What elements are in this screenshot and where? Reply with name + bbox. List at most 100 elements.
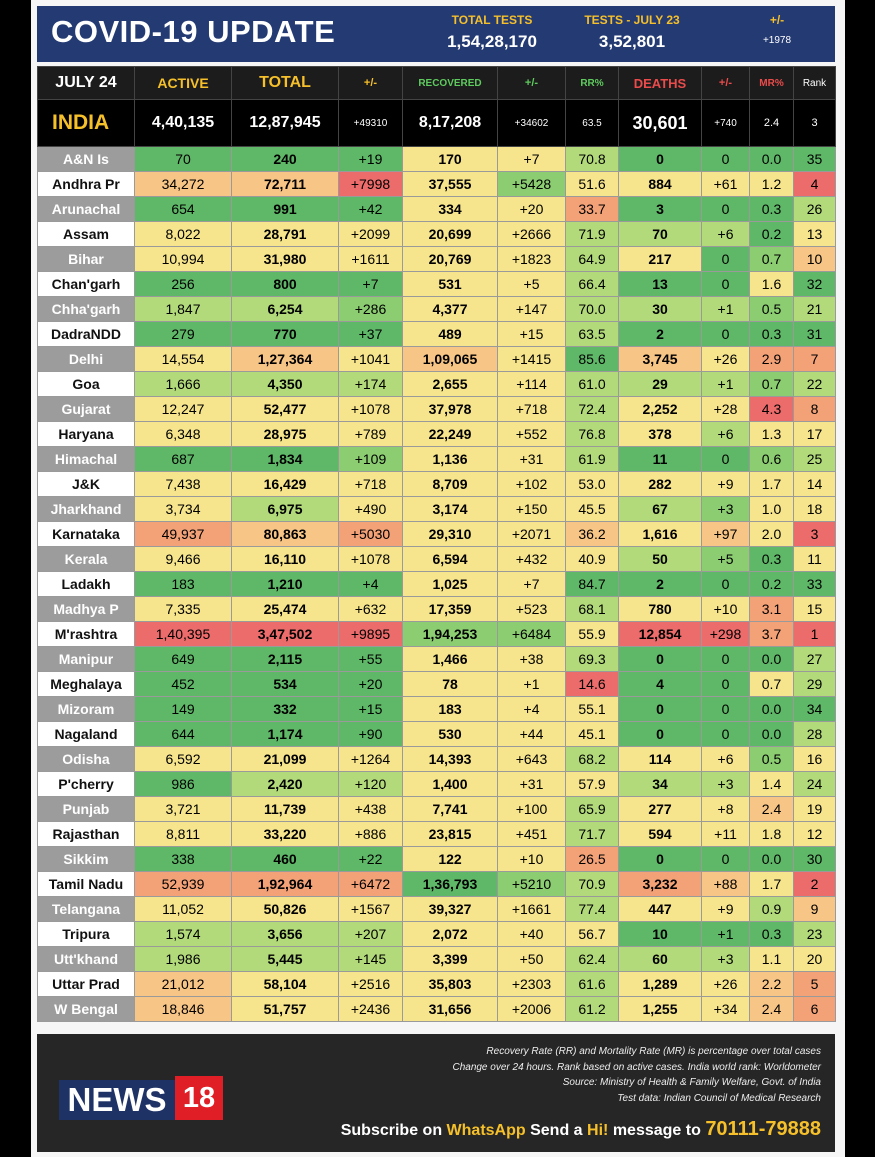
recovered-change-cell: +150 [497, 496, 566, 522]
rr-cell: 68.1 [565, 596, 619, 622]
total-cell: 770 [231, 321, 339, 347]
recovered-change-cell: +2303 [497, 971, 566, 997]
active-cell: 1,574 [134, 921, 232, 947]
footnote: Recovery Rate (RR) and Mortality Rate (M… [486, 1046, 821, 1057]
recovered-cell: 122 [402, 846, 498, 872]
rr-cell: 72.4 [565, 396, 619, 422]
tests-change-stat: +/- +1978 [747, 13, 807, 46]
recovered-cell: 170 [402, 146, 498, 172]
table-row: A&N Is 70 240 +19 170 +7 70.8 0 0 0.0 35 [37, 146, 836, 172]
state-name: Chan'garh [37, 271, 135, 297]
rr-cell: 45.5 [565, 496, 619, 522]
active-cell: 649 [134, 646, 232, 672]
recovered-change-cell: +1 [497, 671, 566, 697]
deaths-cell: 594 [618, 821, 702, 847]
whatsapp-link[interactable]: WhatsApp [446, 1122, 526, 1139]
rank-header: Rank [793, 66, 836, 100]
rr-cell: 85.6 [565, 346, 619, 372]
table-row: Assam 8,022 28,791 +2099 20,699 +2666 71.9 70 +6… [37, 221, 836, 247]
mr-cell: 3.1 [749, 596, 794, 622]
mr-cell: 1.4 [749, 771, 794, 797]
deaths-change-cell: +61 [701, 171, 750, 197]
state-name: Haryana [37, 421, 135, 447]
deaths-change-cell: 0 [701, 571, 750, 597]
total-cell: 1,174 [231, 721, 339, 747]
total-tests-label: TOTAL TESTS [451, 13, 533, 27]
recovered-change-cell: +2071 [497, 521, 566, 547]
deaths-cell: 0 [618, 846, 702, 872]
deaths-cell: 2 [618, 321, 702, 347]
phone-number[interactable]: 70111-79888 [705, 1118, 821, 1140]
state-name: Utt'khand [37, 946, 135, 972]
india-mr: 2.4 [749, 99, 794, 147]
state-name: Tamil Nadu [37, 871, 135, 897]
state-name: Chha'garh [37, 296, 135, 322]
total-cell: 534 [231, 671, 339, 697]
news18-logo: NEWS 18 [59, 1076, 223, 1122]
rank-cell: 7 [793, 346, 836, 372]
table-row: Tripura 1,574 3,656 +207 2,072 +40 56.7 10 +1 0.3… [37, 921, 836, 947]
total-change-cell: +55 [338, 646, 403, 672]
total-cell: 80,863 [231, 521, 339, 547]
rr-cell: 56.7 [565, 921, 619, 947]
mr-cell: 2.0 [749, 521, 794, 547]
subscribe-word: Hi! [587, 1122, 609, 1139]
deaths-cell: 0 [618, 721, 702, 747]
total-change-cell: +1611 [338, 246, 403, 272]
recovered-change-cell: +718 [497, 396, 566, 422]
rr-cell: 76.8 [565, 421, 619, 447]
table-row: Sikkim 338 460 +22 122 +10 26.5 0 0 0.0 30 [37, 846, 836, 872]
header-banner: COVID-19 UPDATE TOTAL TESTS 1,54,28,170 … [37, 6, 835, 62]
deaths-change-cell: 0 [701, 671, 750, 697]
deaths-cell: 67 [618, 496, 702, 522]
recovered-change-cell: +2666 [497, 221, 566, 247]
total-cell: 2,420 [231, 771, 339, 797]
recovered-cell: 14,393 [402, 746, 498, 772]
total-cell: 332 [231, 696, 339, 722]
total-cell: 28,975 [231, 421, 339, 447]
total-cell: 52,477 [231, 396, 339, 422]
state-name: Madhya P [37, 596, 135, 622]
total-tests-value: 1,54,28,170 [447, 32, 537, 51]
recovered-cell: 3,399 [402, 946, 498, 972]
recovered-change-cell: +31 [497, 446, 566, 472]
deaths-cell: 30 [618, 296, 702, 322]
recovered-change-cell: +31 [497, 771, 566, 797]
subscribe-post: message to [612, 1122, 701, 1139]
deaths-change-header: +/- [701, 66, 750, 100]
deaths-change-cell: +1 [701, 371, 750, 397]
recovered-change-cell: +44 [497, 721, 566, 747]
table-row: P'cherry 986 2,420 +120 1,400 +31 57.9 34 +3 1.4 2… [37, 771, 836, 797]
active-cell: 1,986 [134, 946, 232, 972]
total-change-cell: +42 [338, 196, 403, 222]
active-cell: 52,939 [134, 871, 232, 897]
deaths-cell: 3,745 [618, 346, 702, 372]
footnote: Source: Ministry of Health & Family Welf… [562, 1077, 821, 1088]
total-cell: 5,445 [231, 946, 339, 972]
rr-cell: 71.9 [565, 221, 619, 247]
total-cell: 3,656 [231, 921, 339, 947]
deaths-change-cell: 0 [701, 696, 750, 722]
active-cell: 21,012 [134, 971, 232, 997]
table-row: Mizoram 149 332 +15 183 +4 55.1 0 0 0.0 34 [37, 696, 836, 722]
mr-cell: 0.2 [749, 571, 794, 597]
rank-cell: 25 [793, 446, 836, 472]
mr-cell: 2.4 [749, 996, 794, 1022]
state-name: Bihar [37, 246, 135, 272]
india-rank: 3 [793, 99, 836, 147]
mr-cell: 4.3 [749, 396, 794, 422]
rr-cell: 61.2 [565, 996, 619, 1022]
active-cell: 452 [134, 671, 232, 697]
rr-cell: 55.1 [565, 696, 619, 722]
table-row: Karnataka 49,937 80,863 +5030 29,310 +2071 36.… [37, 521, 836, 547]
footnote: Change over 24 hours. Rank based on acti… [452, 1061, 821, 1073]
rank-cell: 9 [793, 896, 836, 922]
active-cell: 10,994 [134, 246, 232, 272]
state-name: Tripura [37, 921, 135, 947]
total-cell: 4,350 [231, 371, 339, 397]
deaths-cell: 217 [618, 246, 702, 272]
deaths-change-cell: +10 [701, 596, 750, 622]
recovered-cell: 183 [402, 696, 498, 722]
india-total-row: INDIA 4,40,135 12,87,945 +49310 8,17,208… [37, 99, 836, 147]
deaths-change-cell: +8 [701, 796, 750, 822]
